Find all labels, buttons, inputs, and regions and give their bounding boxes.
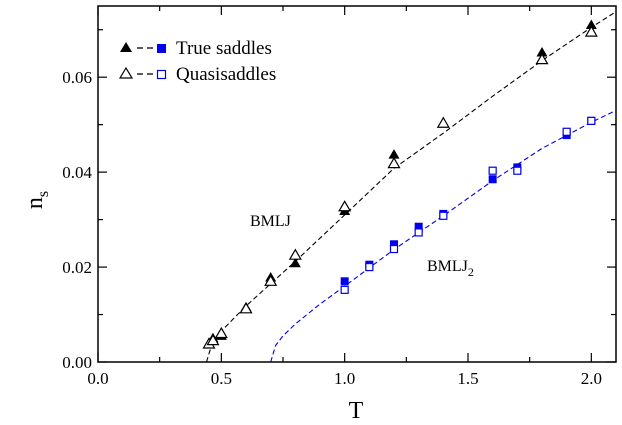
- y-tick-label: 0.00: [62, 353, 92, 372]
- data-point-open-square: [513, 166, 522, 175]
- legend-marker-open-square: [156, 69, 167, 80]
- legend-entry-true-saddles: True saddles: [120, 38, 272, 59]
- data-point-filled-triangle: [585, 19, 597, 29]
- y-axis-label-main: n: [22, 197, 48, 209]
- y-axis-label-sub: s: [35, 191, 52, 197]
- x-tick-label: 2.0: [581, 369, 602, 388]
- data-point-filled-square: [390, 240, 398, 249]
- data-point-open-triangle: [214, 326, 228, 339]
- data-point-open-triangle: [535, 52, 549, 65]
- plot-frame: [97, 5, 617, 363]
- data-point-filled-triangle: [289, 257, 301, 268]
- legend-marker-filled-square: [157, 44, 166, 53]
- legend-marker-open-triangle: [118, 66, 134, 79]
- y-axis-label: ns: [22, 191, 52, 209]
- legend-marker-filled-triangle: [120, 42, 132, 52]
- x-tick-label: 1.5: [457, 369, 478, 388]
- annotation-bmlj2-main: BMLJ: [427, 258, 468, 275]
- data-point-filled-triangle: [388, 149, 400, 159]
- x-tick-label: 0.5: [211, 369, 232, 388]
- data-point-open-square: [587, 116, 596, 125]
- y-tick-label: 0.06: [62, 68, 92, 87]
- data-point-filled-triangle: [536, 47, 548, 57]
- data-point-open-square: [389, 244, 399, 254]
- data-point-open-square: [488, 166, 497, 175]
- x-tick-label: 0.0: [87, 369, 108, 388]
- data-point-open-square: [439, 211, 448, 220]
- data-point-open-triangle: [239, 302, 253, 314]
- data-point-filled-square: [414, 222, 423, 231]
- data-point-open-square: [365, 262, 374, 272]
- legend: True saddles Quasisaddles: [118, 38, 276, 85]
- data-point-open-triangle: [436, 116, 450, 128]
- annotation-bmlj2: BMLJ2: [427, 258, 474, 279]
- data-point-open-triangle: [387, 156, 401, 169]
- legend-entry-quasisaddles: Quasisaddles: [118, 64, 276, 85]
- legend-label-quasisaddles: Quasisaddles: [176, 64, 276, 85]
- data-point-open-triangle: [288, 248, 302, 260]
- x-tick-label: 1.0: [334, 369, 355, 388]
- y-tick-label: 0.02: [62, 258, 92, 277]
- x-axis-label: T: [349, 398, 364, 424]
- data-point-open-square: [562, 127, 571, 136]
- y-tick-label: 0.04: [62, 163, 92, 182]
- legend-label-true-saddles: True saddles: [176, 38, 272, 59]
- data-point-open-triangle: [264, 274, 278, 286]
- data-point-open-triangle: [206, 333, 220, 346]
- data-point-open-triangle: [338, 200, 352, 212]
- data-point-open-square: [340, 285, 349, 294]
- axes: 0.0 0.5 1.0 1.5 2.0 0.00 0.02 0.04 0.06: [62, 5, 617, 388]
- data-point-open-square: [414, 228, 423, 237]
- data-markers: [202, 19, 598, 349]
- data-point-filled-square: [340, 277, 349, 286]
- data-point-filled-square: [488, 175, 497, 184]
- fit-curve-bmlj2: [270, 109, 617, 363]
- data-point-open-triangle: [584, 25, 598, 37]
- annotation-bmlj: BMLJ: [250, 213, 291, 230]
- annotation-bmlj2-sub: 2: [468, 265, 474, 279]
